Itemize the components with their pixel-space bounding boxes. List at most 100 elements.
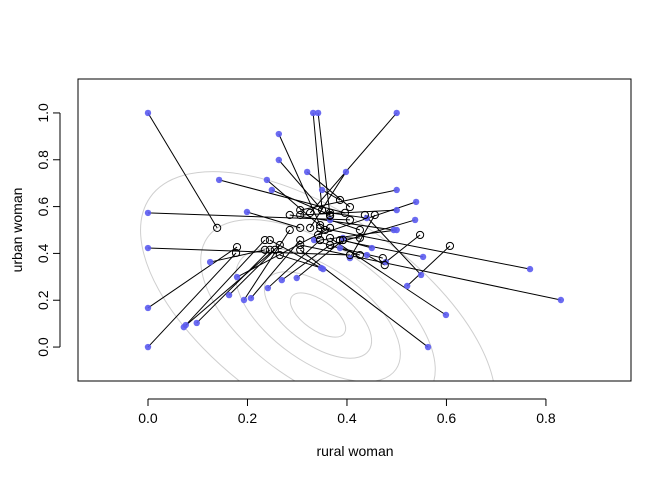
x-tick-label: 0.8 bbox=[536, 410, 556, 426]
raw-point bbox=[342, 168, 350, 176]
shrunk-point bbox=[275, 250, 284, 260]
connector bbox=[300, 244, 561, 301]
shrunk-point bbox=[325, 208, 335, 218]
shrunk-point bbox=[355, 225, 364, 235]
plot-frame bbox=[77, 78, 632, 382]
connector bbox=[236, 227, 331, 278]
shrunk-point bbox=[213, 223, 222, 232]
connector bbox=[147, 247, 350, 256]
raw-point bbox=[278, 276, 285, 284]
shrunk-point bbox=[265, 245, 274, 254]
x-tick-label: 0.2 bbox=[238, 410, 258, 426]
raw-point bbox=[144, 109, 152, 117]
raw-point bbox=[206, 258, 214, 266]
y-tick-label: 1.0 bbox=[35, 103, 51, 123]
raw-point bbox=[417, 271, 425, 279]
shrunk-point bbox=[306, 208, 315, 218]
shrunk-point bbox=[335, 235, 345, 245]
shrunk-point bbox=[445, 241, 455, 251]
connector bbox=[281, 244, 331, 281]
raw-point bbox=[393, 206, 400, 214]
shrunk-point bbox=[316, 223, 325, 232]
raw-point bbox=[419, 253, 427, 261]
raw-point bbox=[240, 296, 248, 304]
raw-point bbox=[557, 296, 565, 304]
shrunk-point bbox=[338, 235, 348, 245]
raw-point bbox=[275, 130, 283, 138]
shrunk-point bbox=[325, 240, 335, 250]
connector bbox=[271, 189, 331, 216]
shrunk-point bbox=[316, 235, 325, 245]
connector bbox=[406, 245, 451, 287]
shrunk-point bbox=[325, 223, 335, 232]
raw-point bbox=[393, 186, 400, 194]
connector bbox=[296, 239, 344, 279]
shrunk-point bbox=[260, 245, 269, 254]
contour bbox=[289, 292, 347, 338]
y-tick-label: 0.6 bbox=[35, 197, 51, 217]
raw-point bbox=[318, 186, 326, 194]
raw-point bbox=[412, 198, 420, 206]
x-tick-label: 0.0 bbox=[138, 410, 158, 426]
raw-point bbox=[336, 244, 344, 252]
shrunk-point bbox=[231, 248, 241, 258]
shrunk-point bbox=[317, 206, 327, 215]
connector bbox=[342, 239, 372, 249]
raw-point bbox=[215, 176, 223, 184]
x-axis-label: rural woman bbox=[316, 443, 393, 459]
connector bbox=[147, 112, 218, 229]
raw-point bbox=[303, 168, 311, 176]
shrunk-point bbox=[260, 235, 269, 245]
raw-point bbox=[293, 274, 300, 282]
connector bbox=[329, 212, 367, 219]
raw-point bbox=[144, 304, 152, 312]
raw-point bbox=[403, 282, 411, 290]
connector bbox=[228, 249, 276, 296]
y-axis-label: urban woman bbox=[9, 188, 25, 273]
raw-point bbox=[243, 208, 251, 216]
shrunk-point bbox=[275, 240, 284, 250]
connector bbox=[147, 246, 238, 309]
connector bbox=[196, 249, 271, 324]
raw-point bbox=[310, 236, 318, 244]
y-tick-label: 0.0 bbox=[35, 337, 51, 357]
shrunk-point bbox=[296, 240, 305, 250]
raw-point bbox=[319, 265, 327, 273]
raw-point bbox=[233, 273, 241, 281]
connector bbox=[364, 214, 422, 276]
shrunk-point bbox=[378, 253, 387, 263]
raw-point bbox=[363, 251, 371, 259]
shrunk-point bbox=[325, 210, 335, 220]
raw-point bbox=[268, 186, 276, 194]
connector bbox=[339, 247, 383, 259]
connector bbox=[185, 239, 266, 326]
shrunk-point bbox=[296, 223, 305, 232]
shrunk-point bbox=[316, 220, 325, 230]
connector bbox=[320, 227, 531, 270]
connector bbox=[309, 112, 398, 214]
shrunk-point bbox=[355, 233, 364, 243]
shrunk-point bbox=[335, 195, 345, 205]
shrunk-point bbox=[345, 202, 355, 212]
raw-point bbox=[275, 156, 283, 164]
shrunk-point bbox=[270, 245, 279, 254]
shrunk-point bbox=[355, 250, 364, 260]
connector bbox=[329, 237, 447, 316]
raw-point bbox=[346, 254, 354, 262]
connector bbox=[267, 239, 321, 289]
raw-point bbox=[144, 209, 152, 217]
connector bbox=[266, 179, 326, 231]
shrunk-point bbox=[340, 208, 350, 218]
connector bbox=[385, 234, 421, 263]
y-tick-label: 0.8 bbox=[35, 150, 51, 170]
raw-point bbox=[424, 343, 432, 351]
shrunk-point bbox=[296, 210, 305, 220]
connector bbox=[317, 112, 331, 217]
connector bbox=[147, 252, 237, 348]
x-tick-label: 0.6 bbox=[437, 410, 457, 426]
connector bbox=[183, 244, 281, 328]
connector bbox=[269, 239, 324, 270]
shrunk-point bbox=[296, 245, 305, 254]
connector bbox=[250, 239, 301, 299]
